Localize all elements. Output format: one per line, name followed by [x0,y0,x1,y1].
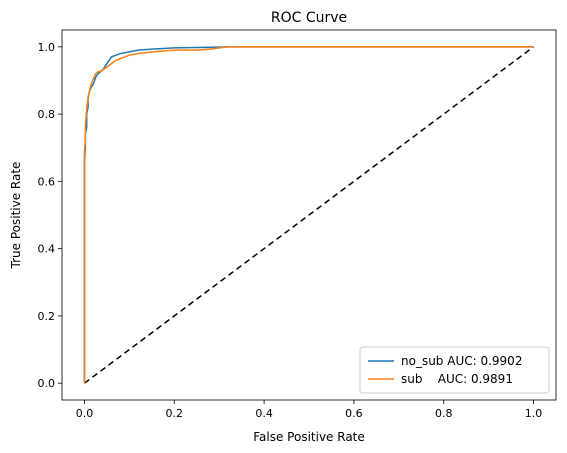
x-tick-label: 0.0 [76,407,94,420]
legend-box [359,346,550,394]
x-tick-label: 0.8 [435,407,453,420]
legend-entry: sub AUC: 0.9891 [401,372,513,386]
y-tick-label: 0.2 [38,310,56,323]
y-tick-label: 1.0 [38,41,56,54]
series-line-0 [83,46,534,384]
x-axis-ticks: 0.0 0.2 0.4 0.6 0.8 1.0 [76,400,543,420]
series-layer [83,46,534,384]
legend-entry: no_sub AUC: 0.9902 [401,354,522,368]
x-axis-label: False Positive Rate [253,430,365,444]
series-line-1 [83,46,534,384]
x-tick-label: 0.4 [255,407,273,420]
y-tick-label: 0.0 [38,377,56,390]
legend: no_sub AUC: 0.9902 sub AUC: 0.9891 [359,346,550,394]
y-tick-label: 0.4 [38,243,56,256]
y-axis-ticks: 0.0 0.2 0.4 0.6 0.8 1.0 [38,41,62,390]
y-tick-label: 0.8 [38,108,56,121]
x-tick-label: 1.0 [525,407,543,420]
x-tick-label: 0.6 [345,407,363,420]
x-tick-label: 0.2 [166,407,184,420]
y-tick-label: 0.6 [38,175,56,188]
chart-title: ROC Curve [271,10,347,26]
y-axis-label: True Positive Rate [9,162,23,270]
series-line-2 [84,46,534,384]
